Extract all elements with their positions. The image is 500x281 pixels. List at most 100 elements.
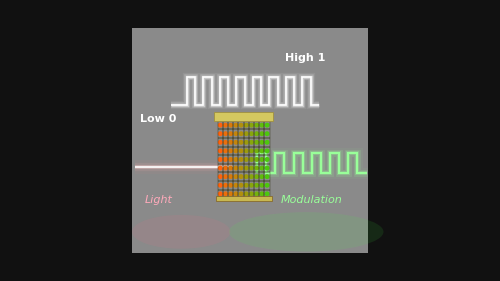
Bar: [218, 121, 223, 130]
Bar: [249, 155, 254, 164]
Bar: [244, 164, 249, 172]
Bar: [223, 147, 228, 155]
Circle shape: [218, 149, 222, 153]
Circle shape: [266, 192, 269, 196]
Circle shape: [218, 192, 222, 196]
Bar: [228, 172, 234, 181]
Bar: [260, 181, 264, 189]
Bar: [234, 147, 238, 155]
Bar: [218, 164, 223, 172]
Circle shape: [229, 166, 232, 170]
Bar: [244, 138, 249, 147]
Circle shape: [255, 192, 258, 196]
Bar: [228, 130, 234, 138]
Circle shape: [255, 149, 258, 153]
Circle shape: [240, 183, 243, 187]
Bar: [260, 189, 264, 198]
Bar: [264, 189, 270, 198]
Bar: [249, 121, 254, 130]
Circle shape: [224, 192, 228, 196]
Circle shape: [244, 158, 248, 161]
Circle shape: [218, 166, 222, 170]
Bar: [218, 155, 223, 164]
Bar: [264, 181, 270, 189]
Circle shape: [244, 149, 248, 153]
Bar: [223, 155, 228, 164]
Circle shape: [244, 175, 248, 178]
Bar: [218, 130, 223, 138]
Bar: [254, 164, 260, 172]
Bar: [218, 147, 223, 155]
Circle shape: [229, 175, 232, 178]
Circle shape: [260, 192, 264, 196]
Text: High 1: High 1: [284, 53, 325, 63]
Circle shape: [255, 166, 258, 170]
Circle shape: [250, 158, 253, 161]
Bar: [249, 130, 254, 138]
Bar: [264, 147, 270, 155]
Bar: [254, 121, 260, 130]
Circle shape: [244, 140, 248, 144]
Circle shape: [218, 132, 222, 135]
Bar: [228, 121, 234, 130]
Circle shape: [224, 132, 228, 135]
Circle shape: [250, 132, 253, 135]
Circle shape: [218, 140, 222, 144]
Circle shape: [240, 140, 243, 144]
Bar: [223, 138, 228, 147]
Circle shape: [218, 175, 222, 178]
Bar: [244, 181, 249, 189]
Bar: [254, 155, 260, 164]
Circle shape: [229, 132, 232, 135]
Text: Modulation: Modulation: [281, 195, 342, 205]
Circle shape: [250, 183, 253, 187]
Circle shape: [244, 166, 248, 170]
Bar: [228, 155, 234, 164]
Circle shape: [266, 123, 269, 127]
Circle shape: [218, 183, 222, 187]
Bar: [254, 189, 260, 198]
Bar: [260, 155, 264, 164]
Bar: [260, 147, 264, 155]
Bar: [234, 181, 238, 189]
Circle shape: [266, 183, 269, 187]
Circle shape: [260, 140, 264, 144]
Bar: [264, 172, 270, 181]
Bar: [223, 121, 228, 130]
Bar: [249, 189, 254, 198]
Bar: [223, 181, 228, 189]
Bar: [244, 147, 249, 155]
Bar: [216, 196, 272, 201]
Bar: [254, 172, 260, 181]
Bar: [228, 138, 234, 147]
Circle shape: [255, 140, 258, 144]
Bar: [249, 147, 254, 155]
Circle shape: [240, 175, 243, 178]
Circle shape: [229, 192, 232, 196]
Bar: [244, 189, 249, 198]
Bar: [238, 130, 244, 138]
Bar: [223, 164, 228, 172]
Text: Light: Light: [144, 195, 172, 205]
Circle shape: [260, 132, 264, 135]
Circle shape: [255, 175, 258, 178]
Circle shape: [229, 140, 232, 144]
Circle shape: [266, 149, 269, 153]
Bar: [234, 138, 238, 147]
Bar: [218, 172, 223, 181]
Bar: [234, 155, 238, 164]
Bar: [249, 164, 254, 172]
Bar: [254, 138, 260, 147]
Bar: [264, 164, 270, 172]
Bar: [228, 181, 234, 189]
Bar: [214, 112, 273, 121]
Circle shape: [250, 123, 253, 127]
Circle shape: [229, 158, 232, 161]
Bar: [264, 121, 270, 130]
Circle shape: [250, 166, 253, 170]
Bar: [238, 147, 244, 155]
Bar: [234, 172, 238, 181]
Bar: [238, 138, 244, 147]
Circle shape: [229, 183, 232, 187]
Bar: [249, 172, 254, 181]
